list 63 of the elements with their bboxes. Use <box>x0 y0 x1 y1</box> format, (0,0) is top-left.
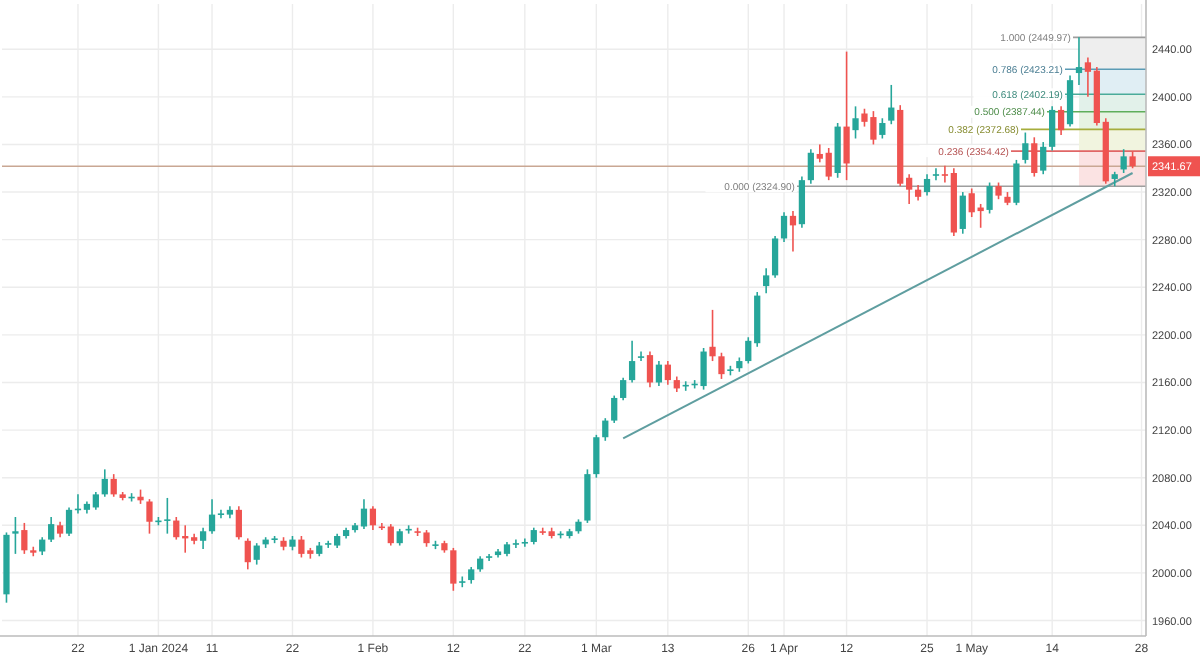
candlestick <box>789 210 797 253</box>
candlestick <box>512 538 520 549</box>
candlestick <box>173 516 180 541</box>
candlestick <box>771 235 779 279</box>
candlestick <box>655 360 663 387</box>
candlestick <box>602 417 609 442</box>
candlestick <box>298 535 305 559</box>
candlestick <box>369 505 377 531</box>
candlestick <box>763 267 770 295</box>
candlestick <box>450 547 457 592</box>
candlestick <box>637 350 645 362</box>
candlestick <box>584 468 591 524</box>
candlestick <box>798 175 806 229</box>
candlestick <box>253 542 260 566</box>
candlestick <box>1022 131 1029 165</box>
candlestick <box>1057 105 1065 136</box>
candlestick <box>1075 36 1083 86</box>
candlestick <box>1040 141 1047 175</box>
candlestick <box>199 526 207 550</box>
candlestick <box>101 468 108 498</box>
candlestick <box>620 376 627 402</box>
candlestick <box>217 509 225 519</box>
candlestick <box>1066 74 1074 128</box>
candlestick <box>12 516 19 555</box>
candlestick <box>593 434 600 479</box>
candlestick <box>709 309 716 362</box>
candlestick <box>932 167 940 181</box>
candlestick <box>110 473 117 498</box>
candlestick <box>780 211 788 243</box>
candlestick <box>628 340 636 384</box>
candlestick <box>664 360 671 386</box>
candlestick <box>387 523 394 547</box>
candlestick <box>521 537 528 548</box>
candlestick <box>807 148 814 185</box>
candlestick <box>879 117 886 140</box>
candlestick <box>888 84 895 126</box>
candlestick <box>1049 105 1056 152</box>
candlestick <box>244 537 251 571</box>
candlestick <box>208 498 216 535</box>
candlestick <box>923 173 931 197</box>
candlestick <box>834 122 841 179</box>
candlestick <box>360 498 368 530</box>
candlestick <box>21 522 28 555</box>
candlestick <box>611 394 618 424</box>
candlestick <box>700 347 707 391</box>
candlestick <box>235 505 242 541</box>
candlestick <box>459 575 466 588</box>
candlestick <box>959 191 966 235</box>
candlestick <box>1031 136 1038 178</box>
candlestick <box>485 553 493 562</box>
candlestick <box>1013 159 1020 206</box>
candlestick <box>986 181 993 215</box>
candlestick <box>65 506 73 537</box>
candlestick <box>852 105 859 140</box>
candlestick <box>825 147 832 181</box>
candlestick <box>843 50 850 181</box>
candlestick <box>164 497 171 535</box>
candlestick <box>1120 148 1127 174</box>
candlestick <box>48 516 55 543</box>
candlestick <box>718 351 725 380</box>
candlestick <box>646 350 654 389</box>
candlestick <box>325 539 332 549</box>
candlestick <box>146 498 153 535</box>
